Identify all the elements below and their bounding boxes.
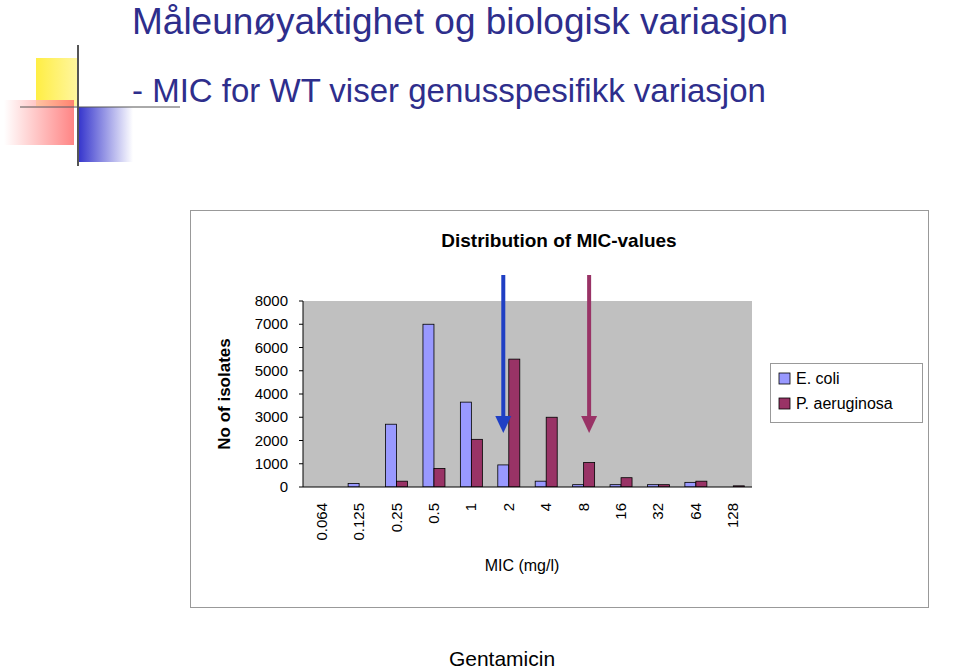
legend-box <box>771 364 923 423</box>
bar <box>621 478 632 487</box>
bar <box>535 481 546 487</box>
x-tick-label: 0.25 <box>388 503 405 532</box>
x-tick-label: 0.125 <box>350 503 367 541</box>
arrow <box>581 275 597 433</box>
bar <box>584 463 595 487</box>
slide-title: Måleunøyaktighet og biologisk variasjon <box>132 1 788 42</box>
x-tick-label: 4 <box>537 503 554 511</box>
y-tick-label: 8000 <box>255 292 288 309</box>
caption: Gentamicin <box>449 647 555 670</box>
y-tick-label: 6000 <box>255 339 288 356</box>
legend-label: P. aeruginosa <box>796 395 893 412</box>
bar <box>696 481 707 487</box>
y-tick-label: 7000 <box>255 315 288 332</box>
slide-subtitle: - MIC for WT viser genusspesifikk varias… <box>132 72 766 109</box>
deco-blue <box>78 107 133 162</box>
arrow-head <box>581 416 597 433</box>
bar <box>460 402 471 487</box>
arrow-head <box>495 416 511 433</box>
legend-swatch <box>779 373 790 384</box>
y-axis <box>303 301 304 487</box>
bar <box>685 482 696 487</box>
bar <box>397 481 408 487</box>
bar <box>386 424 397 487</box>
x-tick-label: 16 <box>612 503 629 520</box>
bar <box>471 439 482 487</box>
chart-box <box>191 211 929 608</box>
y-tick <box>299 417 303 418</box>
x-tick-label: 2 <box>500 503 517 511</box>
legend-swatch <box>779 398 790 409</box>
chart-title: Distribution of MIC-values <box>441 230 676 251</box>
y-tick <box>299 324 303 325</box>
bars <box>348 324 744 487</box>
y-tick-label: 3000 <box>255 408 288 425</box>
y-tick-label: 4000 <box>255 385 288 402</box>
y-tick <box>299 370 303 371</box>
y-tick <box>299 463 303 464</box>
y-tick <box>299 440 303 441</box>
legend-label: E. coli <box>796 370 840 387</box>
bar <box>498 465 509 487</box>
x-axis-label: MIC (mg/l) <box>485 557 560 574</box>
x-tick-label: 8 <box>575 503 592 511</box>
x-tick-label: 0.5 <box>425 503 442 524</box>
slide: Måleunøyaktighet og biologisk variasjon -… <box>0 0 960 671</box>
plot-area <box>303 301 752 487</box>
y-tick <box>299 394 303 395</box>
y-tick <box>299 347 303 348</box>
x-axis <box>303 487 752 488</box>
x-tick-label: 128 <box>724 503 741 528</box>
bar <box>423 324 434 487</box>
x-tick-label: 32 <box>649 503 666 520</box>
bar <box>509 359 520 487</box>
deco-line <box>77 45 79 166</box>
x-tick-label: 64 <box>687 503 704 520</box>
bar <box>434 468 445 487</box>
deco-yellow <box>36 58 78 106</box>
y-tick-label: 1000 <box>255 455 288 472</box>
arrow <box>495 275 511 433</box>
bar <box>348 484 359 487</box>
x-tick-label: 0.064 <box>313 503 330 541</box>
bar <box>546 417 557 487</box>
y-tick-label: 2000 <box>255 432 288 449</box>
y-tick <box>299 301 303 302</box>
y-axis-label: No of isolates <box>215 338 234 449</box>
y-tick-label: 5000 <box>255 362 288 379</box>
y-tick-label: 0 <box>280 478 288 495</box>
x-tick-label: 1 <box>462 503 479 511</box>
y-tick <box>299 487 303 488</box>
arrow-shaft <box>501 275 505 418</box>
arrow-shaft <box>587 275 591 418</box>
